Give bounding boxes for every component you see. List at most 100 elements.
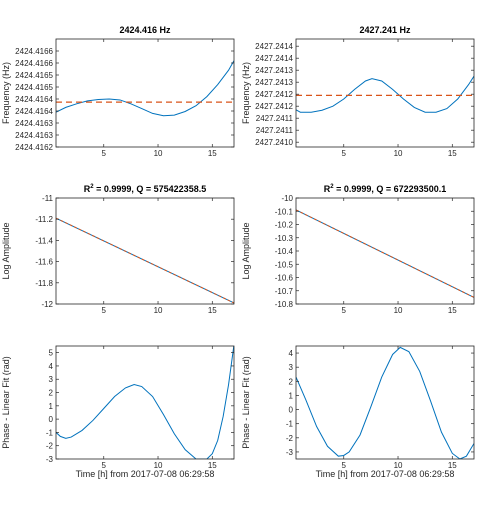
y-tick-label: 3	[49, 375, 54, 384]
y-tick-label: -2	[286, 434, 294, 443]
y-tick-label: 2427.2414	[255, 42, 293, 51]
x-tick-label: 5	[102, 306, 107, 315]
x-tick-label: 5	[102, 149, 107, 158]
y-tick-label: -10.5	[275, 260, 294, 269]
y-tick-label: -10.7	[275, 287, 294, 296]
y-tick-label: 2424.4163	[15, 119, 53, 128]
y-tick-label: 1	[289, 391, 294, 400]
y-tick-label: 2424.4165	[15, 83, 53, 92]
y-tick-label: -12	[41, 300, 53, 309]
axes-frame	[295, 38, 475, 148]
y-tick-label: 2424.4165	[15, 71, 53, 80]
y-tick-label: -11.4	[35, 236, 53, 245]
y-axis-label: Frequency (Hz)	[1, 62, 11, 124]
axes-amp2: 5 10 15 -10.8 -10.7 -10.6 -10.5 -10.4 -10.3 -10.2…	[241, 184, 475, 315]
y-tick-label: 0	[49, 415, 54, 424]
chart-title: R2 = 0.9999, Q = 575422358.5	[84, 184, 206, 194]
y-tick-label: 3	[289, 363, 294, 372]
y-tick-label: -10.3	[275, 234, 294, 243]
x-tick-label: 15	[448, 461, 457, 470]
x-tick-label: 5	[342, 461, 347, 470]
y-tick-label: -10.8	[275, 300, 294, 309]
x-tick-label: 10	[154, 149, 163, 158]
y-tick-label: 2427.2414	[255, 54, 293, 63]
y-tick-label: -10.6	[275, 274, 294, 283]
x-tick-label: 5	[342, 149, 347, 158]
y-tick-label: -11.2	[35, 215, 53, 224]
axes-freq2: 5 10 15 2427.2410 2427.2411 2427.2411 2427.241…	[241, 25, 475, 158]
y-tick-label: -3	[286, 448, 294, 457]
y-tick-label: -1	[286, 420, 294, 429]
x-tick-label: 15	[448, 306, 457, 315]
x-tick-label: 10	[394, 306, 403, 315]
x-tick-label: 10	[154, 461, 163, 470]
chart-title: 2427.241 Hz	[359, 25, 411, 35]
y-tick-label: 2424.4163	[15, 131, 53, 140]
data-line-phase2	[296, 346, 474, 459]
x-axis-label: Time [h] from 2017-07-08 06:29:58	[316, 469, 455, 479]
x-tick-label: 10	[154, 306, 163, 315]
x-tick-label: 15	[208, 461, 217, 470]
y-tick-label: -1	[46, 428, 54, 437]
y-tick-label: 2424.4164	[15, 95, 53, 104]
x-tick-label: 5	[342, 306, 347, 315]
y-tick-label: 2427.2410	[255, 138, 293, 147]
y-tick-label: 2	[49, 389, 54, 398]
y-tick-label: -10.1	[275, 207, 294, 216]
data-line-freq1	[56, 60, 234, 117]
y-tick-label: -10	[281, 194, 293, 203]
y-tick-label: -2	[46, 442, 54, 451]
y-tick-label: 0	[289, 406, 294, 415]
y-tick-label: -11.8	[35, 279, 53, 288]
x-tick-label: 15	[208, 149, 217, 158]
x-tick-label: 5	[102, 461, 107, 470]
y-tick-label: -10.2	[275, 221, 294, 230]
y-tick-label: -10.4	[275, 247, 294, 256]
y-tick-label: -3	[46, 455, 54, 464]
y-axis-label: Log Amplitude	[1, 222, 11, 279]
y-tick-label: 2424.4166	[15, 59, 53, 68]
axes-phase1: 5 10 15 -3 -2 -1 0 1 2 3 4 5 Phase - Linear Fit (rad…	[1, 345, 235, 479]
data-line-phase1	[56, 346, 234, 459]
x-axis-label: Time [h] from 2017-07-08 06:29:58	[76, 469, 215, 479]
y-tick-label: 2427.2412	[255, 90, 293, 99]
y-tick-label: 4	[49, 362, 54, 371]
axes-frame	[55, 345, 235, 460]
axes-amp1: 5 10 15 -12 -11.8 -11.6 -11.4 -11.2 -11 R2 = 0.99…	[1, 184, 235, 315]
axes-frame	[55, 38, 235, 148]
y-axis-label: Phase - Linear Fit (rad)	[241, 356, 251, 449]
chart-title: 2424.416 Hz	[119, 25, 171, 35]
x-tick-label: 10	[394, 149, 403, 158]
x-tick-label: 15	[448, 149, 457, 158]
axes-frame	[55, 197, 235, 305]
y-tick-label: 2427.2413	[255, 78, 293, 87]
y-tick-label: 1	[49, 402, 54, 411]
subplot-grid: 5 10 152424.41622424.41632424.41632424.416…	[1, 25, 475, 479]
fit-line-amp2	[296, 209, 474, 298]
y-tick-label: 2424.4166	[15, 47, 53, 56]
y-tick-label: 2427.2412	[255, 102, 293, 111]
y-tick-label: 2427.2411	[256, 126, 294, 135]
axes-phase2: 5 10 15 -3 -2 -1 0 1 2 3 4 Phase - Linear Fit (rad)…	[241, 345, 475, 479]
y-tick-label: 5	[49, 349, 54, 358]
x-tick-label: 15	[208, 306, 217, 315]
y-axis-label: Phase - Linear Fit (rad)	[1, 356, 11, 449]
fit-line-amp1	[56, 217, 234, 304]
y-tick-label: -11.6	[35, 258, 53, 267]
axes-frame	[295, 345, 475, 460]
y-tick-label: 2427.2411	[256, 114, 294, 123]
y-tick-label: 4	[289, 349, 294, 358]
data-line-freq2	[296, 75, 474, 113]
y-tick-label: 2424.4164	[15, 107, 53, 116]
y-tick-label: -11	[42, 194, 54, 203]
x-tick-label: 10	[394, 461, 403, 470]
y-axis-label: Frequency (Hz)	[241, 62, 251, 124]
y-tick-label: 2	[289, 377, 294, 386]
y-tick-label: 2427.2413	[255, 66, 293, 75]
y-tick-label: 2424.4162	[15, 143, 53, 152]
axes-freq1: 5 10 15 2424.4162 2424.4163 2424.4163 2424.416…	[1, 25, 235, 158]
y-axis-label: Log Amplitude	[241, 222, 251, 279]
chart-title: R2 = 0.9999, Q = 672293500.1	[324, 184, 446, 194]
